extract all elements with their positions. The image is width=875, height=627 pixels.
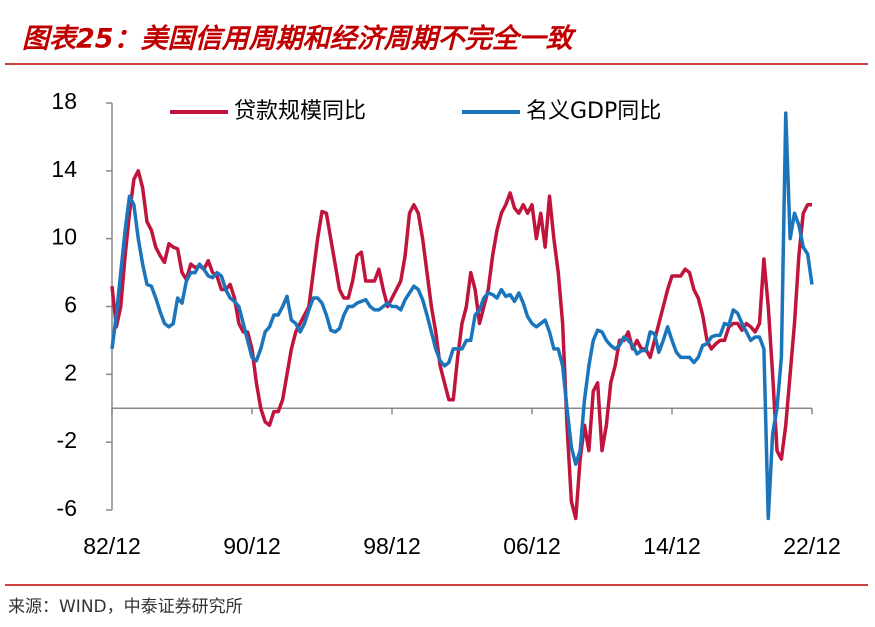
- y-tick-label: 10: [51, 224, 77, 250]
- x-tick-label: 82/12: [83, 533, 141, 559]
- x-tick-label: 06/12: [503, 533, 561, 559]
- legend-label: 名义GDP同比: [526, 99, 661, 124]
- x-tick-label: 14/12: [643, 533, 701, 559]
- series-line: [110, 111, 814, 521]
- y-tick-label: 2: [64, 359, 77, 385]
- chart-title: 图表25：美国信用周期和经济周期不完全一致: [22, 24, 577, 55]
- y-tick-label: -6: [57, 495, 77, 521]
- legend-label: 贷款规模同比: [234, 99, 366, 124]
- y-tick-label: 14: [51, 156, 77, 182]
- y-tick-label: 6: [64, 292, 77, 318]
- x-tick-label: 22/12: [783, 533, 841, 559]
- x-tick-label: 98/12: [363, 533, 421, 559]
- series-line: [110, 169, 812, 521]
- source-note: 来源：WIND，中泰证券研究所: [8, 597, 243, 617]
- x-tick-label: 90/12: [223, 533, 281, 559]
- y-tick-label: -2: [57, 427, 77, 453]
- y-tick-label: 18: [51, 88, 77, 114]
